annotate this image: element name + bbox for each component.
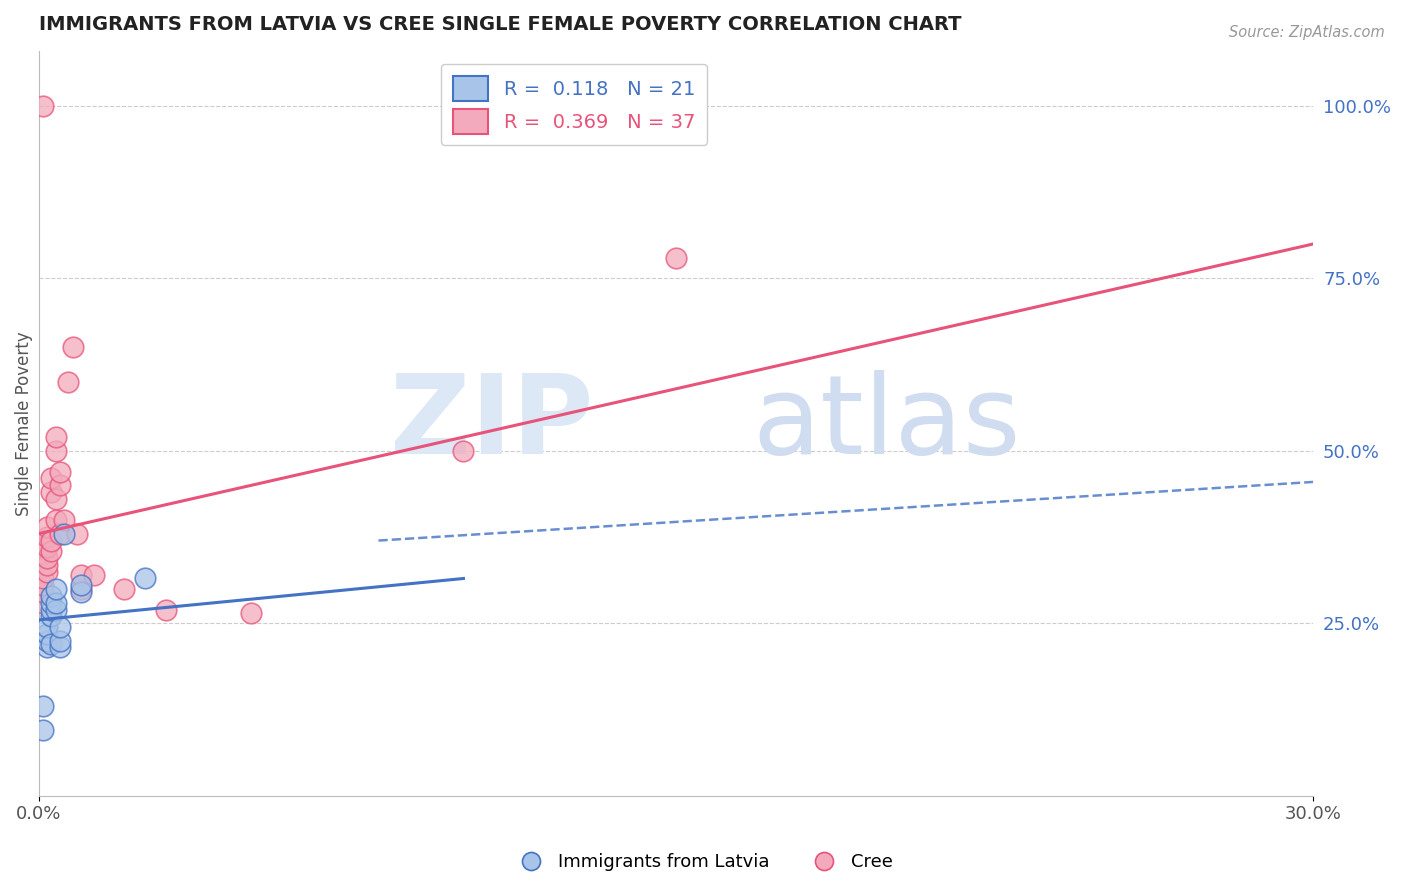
- Point: [49, 478, 72, 492]
- Legend: R =  0.118   N = 21, R =  0.369   N = 37: R = 0.118 N = 21, R = 0.369 N = 37: [441, 64, 707, 145]
- Point: [31, 699, 53, 714]
- Text: Source: ZipAtlas.com: Source: ZipAtlas.com: [1229, 25, 1385, 40]
- Point: [58, 375, 80, 389]
- Legend: Immigrants from Latvia, Cree: Immigrants from Latvia, Cree: [506, 847, 900, 879]
- Point: [240, 606, 263, 620]
- Point: [45, 443, 67, 458]
- Text: IMMIGRANTS FROM LATVIA VS CREE SINGLE FEMALE POVERTY CORRELATION CHART: IMMIGRANTS FROM LATVIA VS CREE SINGLE FE…: [38, 15, 962, 34]
- Point: [453, 443, 475, 458]
- Text: ZIP: ZIP: [389, 370, 593, 477]
- Point: [665, 251, 688, 265]
- Point: [31, 578, 53, 592]
- Point: [35, 541, 58, 555]
- Point: [112, 582, 135, 596]
- Point: [45, 513, 67, 527]
- Point: [39, 471, 62, 485]
- Point: [70, 578, 93, 592]
- Point: [35, 620, 58, 634]
- Point: [35, 520, 58, 534]
- Point: [83, 568, 105, 582]
- Point: [31, 572, 53, 586]
- Point: [53, 513, 76, 527]
- Point: [39, 544, 62, 558]
- Point: [39, 609, 62, 624]
- Point: [70, 568, 93, 582]
- Point: [31, 541, 53, 555]
- Point: [62, 340, 84, 354]
- Point: [49, 465, 72, 479]
- Point: [49, 620, 72, 634]
- Point: [31, 99, 53, 113]
- Point: [70, 582, 93, 596]
- Point: [49, 633, 72, 648]
- Point: [70, 585, 93, 599]
- Point: [35, 640, 58, 655]
- Point: [45, 492, 67, 507]
- Point: [31, 596, 53, 610]
- Point: [35, 565, 58, 579]
- Point: [35, 530, 58, 544]
- Point: [39, 596, 62, 610]
- Point: [665, 99, 688, 113]
- Text: atlas: atlas: [752, 370, 1021, 477]
- Point: [39, 485, 62, 500]
- Point: [35, 550, 58, 565]
- Point: [31, 547, 53, 561]
- Point: [39, 602, 62, 616]
- Point: [39, 589, 62, 603]
- Point: [35, 633, 58, 648]
- Point: [35, 558, 58, 572]
- Point: [39, 533, 62, 548]
- Point: [31, 723, 53, 738]
- Y-axis label: Single Female Poverty: Single Female Poverty: [15, 331, 32, 516]
- Point: [35, 626, 58, 640]
- Point: [53, 526, 76, 541]
- Point: [49, 640, 72, 655]
- Point: [39, 637, 62, 651]
- Point: [134, 572, 156, 586]
- Point: [45, 596, 67, 610]
- Point: [66, 526, 89, 541]
- Point: [49, 526, 72, 541]
- Point: [45, 430, 67, 444]
- Point: [45, 582, 67, 596]
- Point: [31, 585, 53, 599]
- Point: [45, 602, 67, 616]
- Point: [155, 602, 177, 616]
